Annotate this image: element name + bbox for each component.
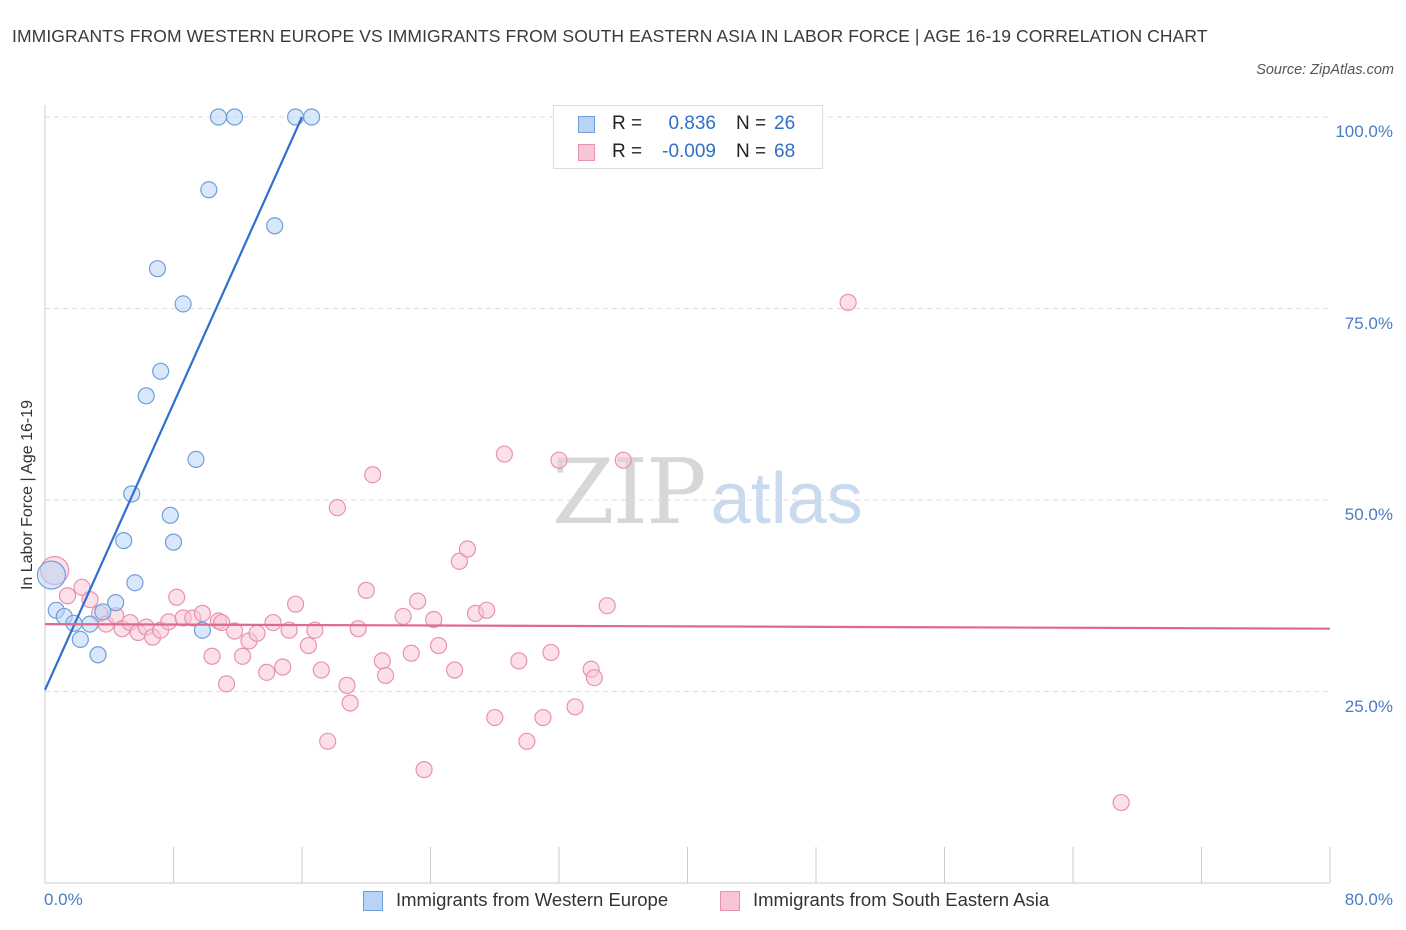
chart-source: Source: ZipAtlas.com <box>1256 62 1394 78</box>
y-tick-100: 100.0% <box>1335 122 1393 141</box>
point-south-eastern-asia <box>286 595 305 613</box>
trendline-south-eastern-asia <box>44 622 1331 630</box>
legend-swatch-pink <box>578 144 595 161</box>
point-south-eastern-asia <box>402 644 420 662</box>
stats-legend: R = 0.836 N = 26 R = -0.009 N = 68 <box>553 105 823 169</box>
point-south-eastern-asia <box>264 613 282 632</box>
series-swatch-pink <box>720 891 740 911</box>
point-south-eastern-asia <box>585 669 603 687</box>
legend-n-label: N = <box>736 113 767 134</box>
point-south-eastern-asia <box>280 621 298 639</box>
legend-r-label: R = <box>612 113 643 134</box>
point-south-eastern-asia <box>1112 793 1130 812</box>
point-western-europe <box>225 108 244 126</box>
point-western-europe <box>137 387 155 405</box>
point-south-eastern-asia <box>319 732 337 750</box>
series-label-western-europe: Immigrants from Western Europe <box>396 889 669 910</box>
point-south-eastern-asia <box>160 613 178 631</box>
point-south-eastern-asia <box>550 451 568 469</box>
point-western-europe <box>161 506 179 524</box>
point-western-europe <box>193 621 212 639</box>
point-south-eastern-asia <box>225 622 244 640</box>
legend-swatch-blue <box>578 116 595 133</box>
legend-n-label: N = <box>736 141 767 162</box>
point-south-eastern-asia <box>425 610 443 629</box>
point-south-eastern-asia <box>598 597 616 615</box>
point-south-eastern-asia <box>458 540 477 558</box>
point-western-europe <box>174 295 192 313</box>
point-western-europe <box>115 531 133 550</box>
point-western-europe <box>152 362 170 380</box>
point-south-eastern-asia <box>445 661 464 679</box>
point-south-eastern-asia <box>614 451 632 469</box>
legend-r-value: 0.836 <box>668 113 716 134</box>
point-south-eastern-asia <box>357 581 375 599</box>
point-south-eastern-asia <box>217 675 236 693</box>
y-tick-25: 25.0% <box>1344 697 1393 716</box>
point-western-europe <box>266 217 284 235</box>
point-western-europe <box>126 574 144 592</box>
point-south-eastern-asia <box>213 613 231 632</box>
point-south-eastern-asia <box>364 466 382 484</box>
point-western-europe <box>71 630 89 649</box>
legend-n-value: 68 <box>774 141 796 162</box>
point-western-europe <box>148 260 167 278</box>
trendline-western-europe <box>43 116 304 691</box>
chart-title: IMMIGRANTS FROM WESTERN EUROPE VS IMMIGR… <box>12 26 1208 46</box>
point-south-eastern-asia <box>168 588 186 606</box>
series-label-south-eastern-asia: Immigrants from South Eastern Asia <box>753 889 1050 910</box>
point-south-eastern-asia <box>486 708 504 727</box>
point-western-europe <box>107 594 125 612</box>
series-swatch-blue <box>363 891 383 911</box>
point-western-europe <box>36 560 67 590</box>
point-western-europe <box>303 108 321 126</box>
y-axis-label: In Labor Force | Age 16-19 <box>19 399 36 591</box>
point-south-eastern-asia <box>409 592 427 610</box>
point-western-europe <box>200 181 218 199</box>
point-western-europe <box>123 485 141 503</box>
point-south-eastern-asia <box>566 698 584 716</box>
point-south-eastern-asia <box>542 643 560 662</box>
point-south-eastern-asia <box>312 661 330 679</box>
y-tick-50: 50.0% <box>1344 505 1393 524</box>
legend-r-label: R = <box>612 141 643 162</box>
point-western-europe <box>209 108 228 126</box>
point-south-eastern-asia <box>58 587 77 605</box>
point-south-eastern-asia <box>450 552 469 570</box>
point-south-eastern-asia <box>349 620 367 638</box>
point-south-eastern-asia <box>495 445 513 463</box>
point-south-eastern-asia <box>338 676 356 694</box>
point-south-eastern-asia <box>248 624 266 642</box>
point-western-europe <box>187 450 205 469</box>
point-south-eastern-asia <box>274 658 292 676</box>
watermark-atlas: atlas <box>710 459 863 539</box>
point-south-eastern-asia <box>518 732 536 750</box>
point-south-eastern-asia <box>510 652 528 670</box>
point-western-europe <box>164 533 183 551</box>
point-south-eastern-asia <box>258 663 276 681</box>
point-south-eastern-asia <box>373 652 391 670</box>
point-south-eastern-asia <box>376 666 395 685</box>
point-south-eastern-asia <box>203 647 221 665</box>
point-south-eastern-asia <box>839 293 857 311</box>
point-western-europe <box>89 646 107 664</box>
point-south-eastern-asia <box>415 761 433 779</box>
x-tick-max: 80.0% <box>1344 890 1393 909</box>
y-tick-75: 75.0% <box>1344 314 1393 333</box>
point-south-eastern-asia <box>341 694 359 712</box>
point-south-eastern-asia <box>299 636 318 655</box>
x-tick-min: 0.0% <box>44 890 83 909</box>
point-south-eastern-asia <box>193 604 212 622</box>
point-south-eastern-asia <box>306 621 324 639</box>
point-south-eastern-asia <box>328 499 346 517</box>
legend-n-value: 26 <box>774 113 796 134</box>
legend-r-value: -0.009 <box>662 141 716 162</box>
point-south-eastern-asia <box>394 607 412 626</box>
point-western-europe <box>94 603 112 621</box>
point-south-eastern-asia <box>429 636 448 655</box>
point-south-eastern-asia <box>233 647 252 665</box>
point-south-eastern-asia <box>478 601 496 619</box>
point-south-eastern-asia <box>534 708 552 727</box>
